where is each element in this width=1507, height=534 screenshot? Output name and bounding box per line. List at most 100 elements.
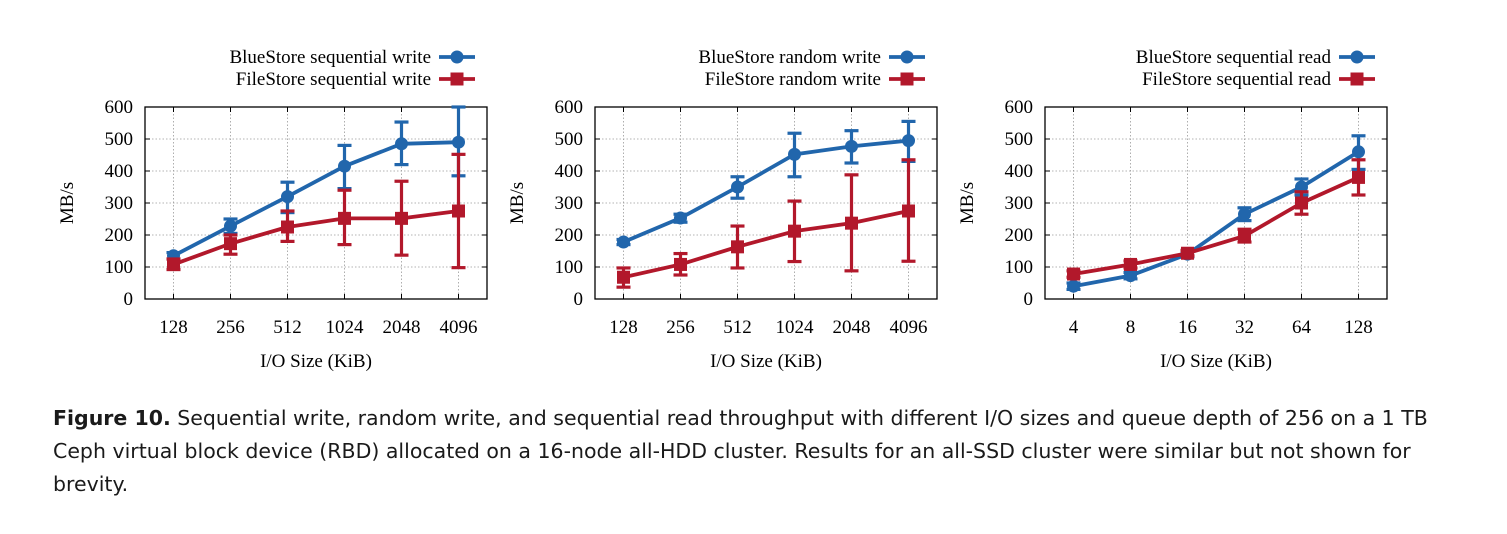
x-tick-label: 16 xyxy=(1178,317,1197,338)
y-axis-label: MB/s xyxy=(957,182,978,224)
y-tick-label: 300 xyxy=(1005,193,1034,214)
y-tick-label: 100 xyxy=(105,257,134,278)
legend-marker xyxy=(450,72,464,86)
y-tick-label: 200 xyxy=(555,225,584,246)
legend-marker xyxy=(450,50,464,64)
data-point xyxy=(1352,145,1365,159)
x-tick-label: 1024 xyxy=(776,317,815,338)
data-point xyxy=(1124,269,1137,283)
legend-label: FileStore random write xyxy=(705,69,881,90)
y-tick-label: 200 xyxy=(105,225,134,246)
chart-panel-2: 0 100 200 300 400 500 600 128 256 512 1024 2048 4096… xyxy=(507,47,938,372)
x-tick-label: 4096 xyxy=(440,317,478,338)
x-axis-label: I/O Size (KiB) xyxy=(260,351,372,372)
y-tick-label: 400 xyxy=(105,161,134,182)
x-tick-label: 512 xyxy=(273,317,302,338)
series-line xyxy=(1073,150,1360,289)
y-tick-label: 300 xyxy=(105,193,134,214)
data-point xyxy=(674,257,687,271)
y-tick-label: 0 xyxy=(1024,289,1034,310)
x-tick-label: 128 xyxy=(1344,317,1373,338)
data-point xyxy=(1067,279,1080,293)
series-line xyxy=(172,209,459,267)
data-point xyxy=(338,211,351,225)
y-tick-label: 100 xyxy=(1005,257,1034,278)
data-point xyxy=(902,204,915,218)
x-tick-label: 2048 xyxy=(383,317,421,338)
caption-text: Sequential write, random write, and sequ… xyxy=(53,406,1428,496)
data-point xyxy=(1238,207,1251,221)
x-tick-label: 512 xyxy=(723,317,752,338)
data-point xyxy=(788,147,801,161)
y-tick-label: 200 xyxy=(1005,225,1034,246)
figure: 0 100 200 300 400 500 600 128 256 512 1024 2048 4096… xyxy=(57,47,1388,372)
y-tick-label: 600 xyxy=(1005,97,1034,118)
x-tick-label: 4096 xyxy=(890,317,928,338)
data-point xyxy=(338,159,351,173)
legend-label: BlueStore random write xyxy=(698,47,881,68)
data-point xyxy=(224,219,237,233)
x-tick-label: 4 xyxy=(1069,317,1079,338)
series-line xyxy=(1073,175,1360,276)
figure-caption: Figure 10. Sequential write, random writ… xyxy=(53,402,1453,501)
data-point xyxy=(167,257,180,271)
x-tick-label: 128 xyxy=(159,317,188,338)
data-point xyxy=(1295,196,1308,210)
legend-marker xyxy=(1350,50,1364,64)
y-tick-label: 500 xyxy=(105,129,134,150)
data-point xyxy=(452,204,465,218)
data-point xyxy=(845,216,858,230)
data-point xyxy=(1124,257,1137,271)
x-axis-label: I/O Size (KiB) xyxy=(1160,351,1272,372)
y-tick-label: 500 xyxy=(555,129,584,150)
series-line xyxy=(622,138,909,244)
x-tick-label: 32 xyxy=(1235,317,1254,338)
legend-label: BlueStore sequential read xyxy=(1136,47,1332,68)
data-point xyxy=(1238,229,1251,243)
series-1 xyxy=(616,119,916,249)
data-point xyxy=(788,224,801,238)
series-line xyxy=(623,209,909,280)
y-tick-label: 600 xyxy=(105,97,134,118)
data-point xyxy=(731,180,744,194)
x-axis-label: I/O Size (KiB) xyxy=(710,351,822,372)
series-2 xyxy=(616,158,916,289)
x-tick-label: 256 xyxy=(666,317,695,338)
data-point xyxy=(617,235,630,249)
y-axis-label: MB/s xyxy=(507,182,528,224)
series-2 xyxy=(1066,158,1366,281)
data-point xyxy=(224,237,237,251)
y-tick-label: 0 xyxy=(124,289,134,310)
legend-marker xyxy=(1350,72,1364,86)
series-1 xyxy=(166,105,466,263)
x-tick-label: 256 xyxy=(216,317,245,338)
data-point xyxy=(281,190,294,204)
y-tick-label: 400 xyxy=(1005,161,1034,182)
series-2 xyxy=(166,152,466,272)
data-point xyxy=(1352,170,1365,184)
y-tick-label: 300 xyxy=(555,193,584,214)
y-tick-label: 600 xyxy=(555,97,584,118)
x-tick-label: 128 xyxy=(609,317,638,338)
x-tick-label: 2048 xyxy=(833,317,871,338)
data-point xyxy=(452,135,465,149)
data-point xyxy=(1181,246,1194,260)
x-tick-label: 64 xyxy=(1292,317,1312,338)
y-tick-label: 0 xyxy=(574,289,584,310)
y-tick-label: 100 xyxy=(555,257,584,278)
caption-label: Figure 10. xyxy=(53,406,171,430)
legend-marker xyxy=(900,50,914,64)
data-point xyxy=(845,139,858,153)
data-point xyxy=(674,211,687,225)
legend-label: FileStore sequential read xyxy=(1142,69,1331,90)
data-point xyxy=(902,134,915,148)
y-axis-label: MB/s xyxy=(57,182,78,224)
legend-label: BlueStore sequential write xyxy=(229,47,431,68)
y-tick-label: 400 xyxy=(555,161,584,182)
data-point xyxy=(281,220,294,234)
legend-label: FileStore sequential write xyxy=(236,69,431,90)
data-point xyxy=(617,270,630,284)
chart-panel-3: 0 100 200 300 400 500 600 4 8 16 32 64 128 I/O Size (… xyxy=(957,47,1388,372)
chart-panel-1: 0 100 200 300 400 500 600 128 256 512 1024 2048 4096… xyxy=(57,47,488,372)
